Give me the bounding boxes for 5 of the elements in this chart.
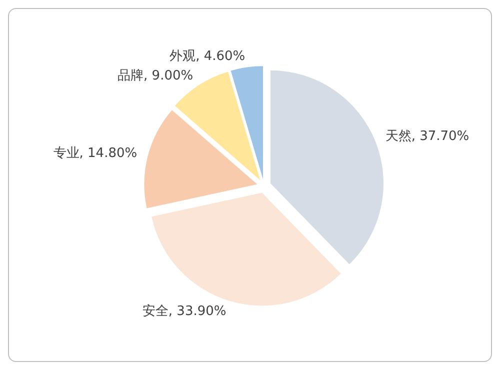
slice-label: 安全, 33.90%	[142, 302, 226, 319]
slice-label: 专业, 14.80%	[53, 146, 138, 161]
slice-label: 天然, 37.70%	[385, 129, 470, 144]
slice-label: 品牌, 9.00%	[118, 68, 194, 84]
slice-label: 外观, 4.60%	[170, 48, 246, 64]
